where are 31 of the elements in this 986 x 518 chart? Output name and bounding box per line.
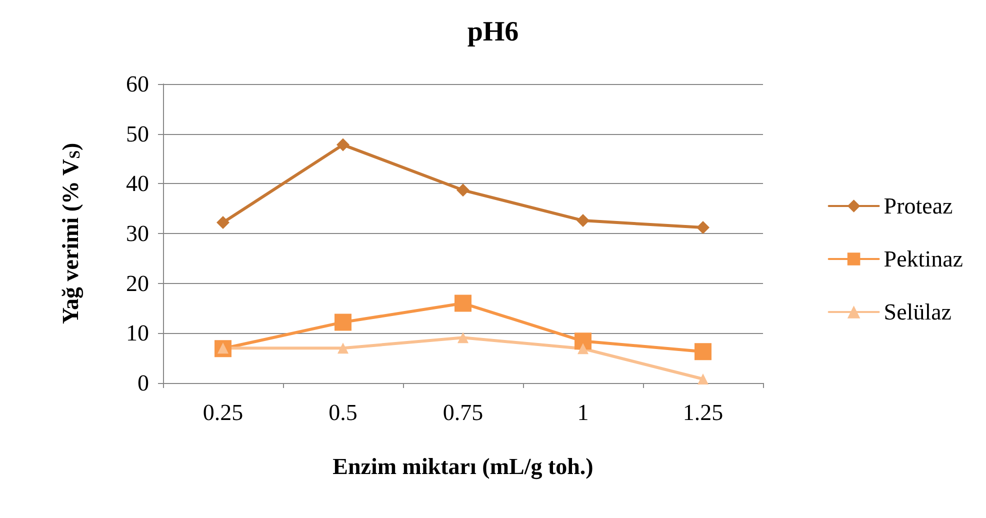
point: [574, 332, 592, 350]
point: [334, 314, 352, 331]
point: [696, 221, 710, 234]
point: [694, 343, 712, 360]
y-tick-label: 10: [126, 320, 149, 346]
point: [458, 332, 468, 344]
point: [338, 342, 348, 354]
y-tick-label: 50: [126, 121, 149, 146]
chart-title: pH6: [467, 16, 519, 48]
x-axis-title: Enzim miktarı (mL/g toh.): [332, 454, 594, 480]
point: [578, 343, 588, 354]
y-tick-label: 30: [126, 221, 149, 246]
point: [454, 294, 472, 312]
y-axis-title: Yağ verimi (% VS): [58, 142, 84, 324]
legend-label: Selülaz: [884, 300, 952, 324]
point: [456, 184, 470, 197]
y-tick-label: 40: [126, 171, 149, 196]
point: [336, 138, 350, 152]
x-tick-label: 0.75: [442, 400, 484, 425]
legend-label: Proteaz: [884, 194, 953, 218]
x-tick-label: 0.25: [202, 400, 244, 425]
point: [216, 216, 230, 230]
point: [576, 214, 590, 228]
y-tick-label: 0: [138, 370, 149, 396]
legend-label: Pektinaz: [884, 246, 964, 272]
x-tick-label: 1.25: [682, 400, 724, 425]
y-tick-label: 20: [126, 270, 149, 296]
y-tick-label: 60: [126, 72, 149, 96]
x-tick-label: 1: [577, 400, 589, 425]
x-tick-label: 0.5: [328, 400, 358, 425]
point: [698, 374, 708, 385]
